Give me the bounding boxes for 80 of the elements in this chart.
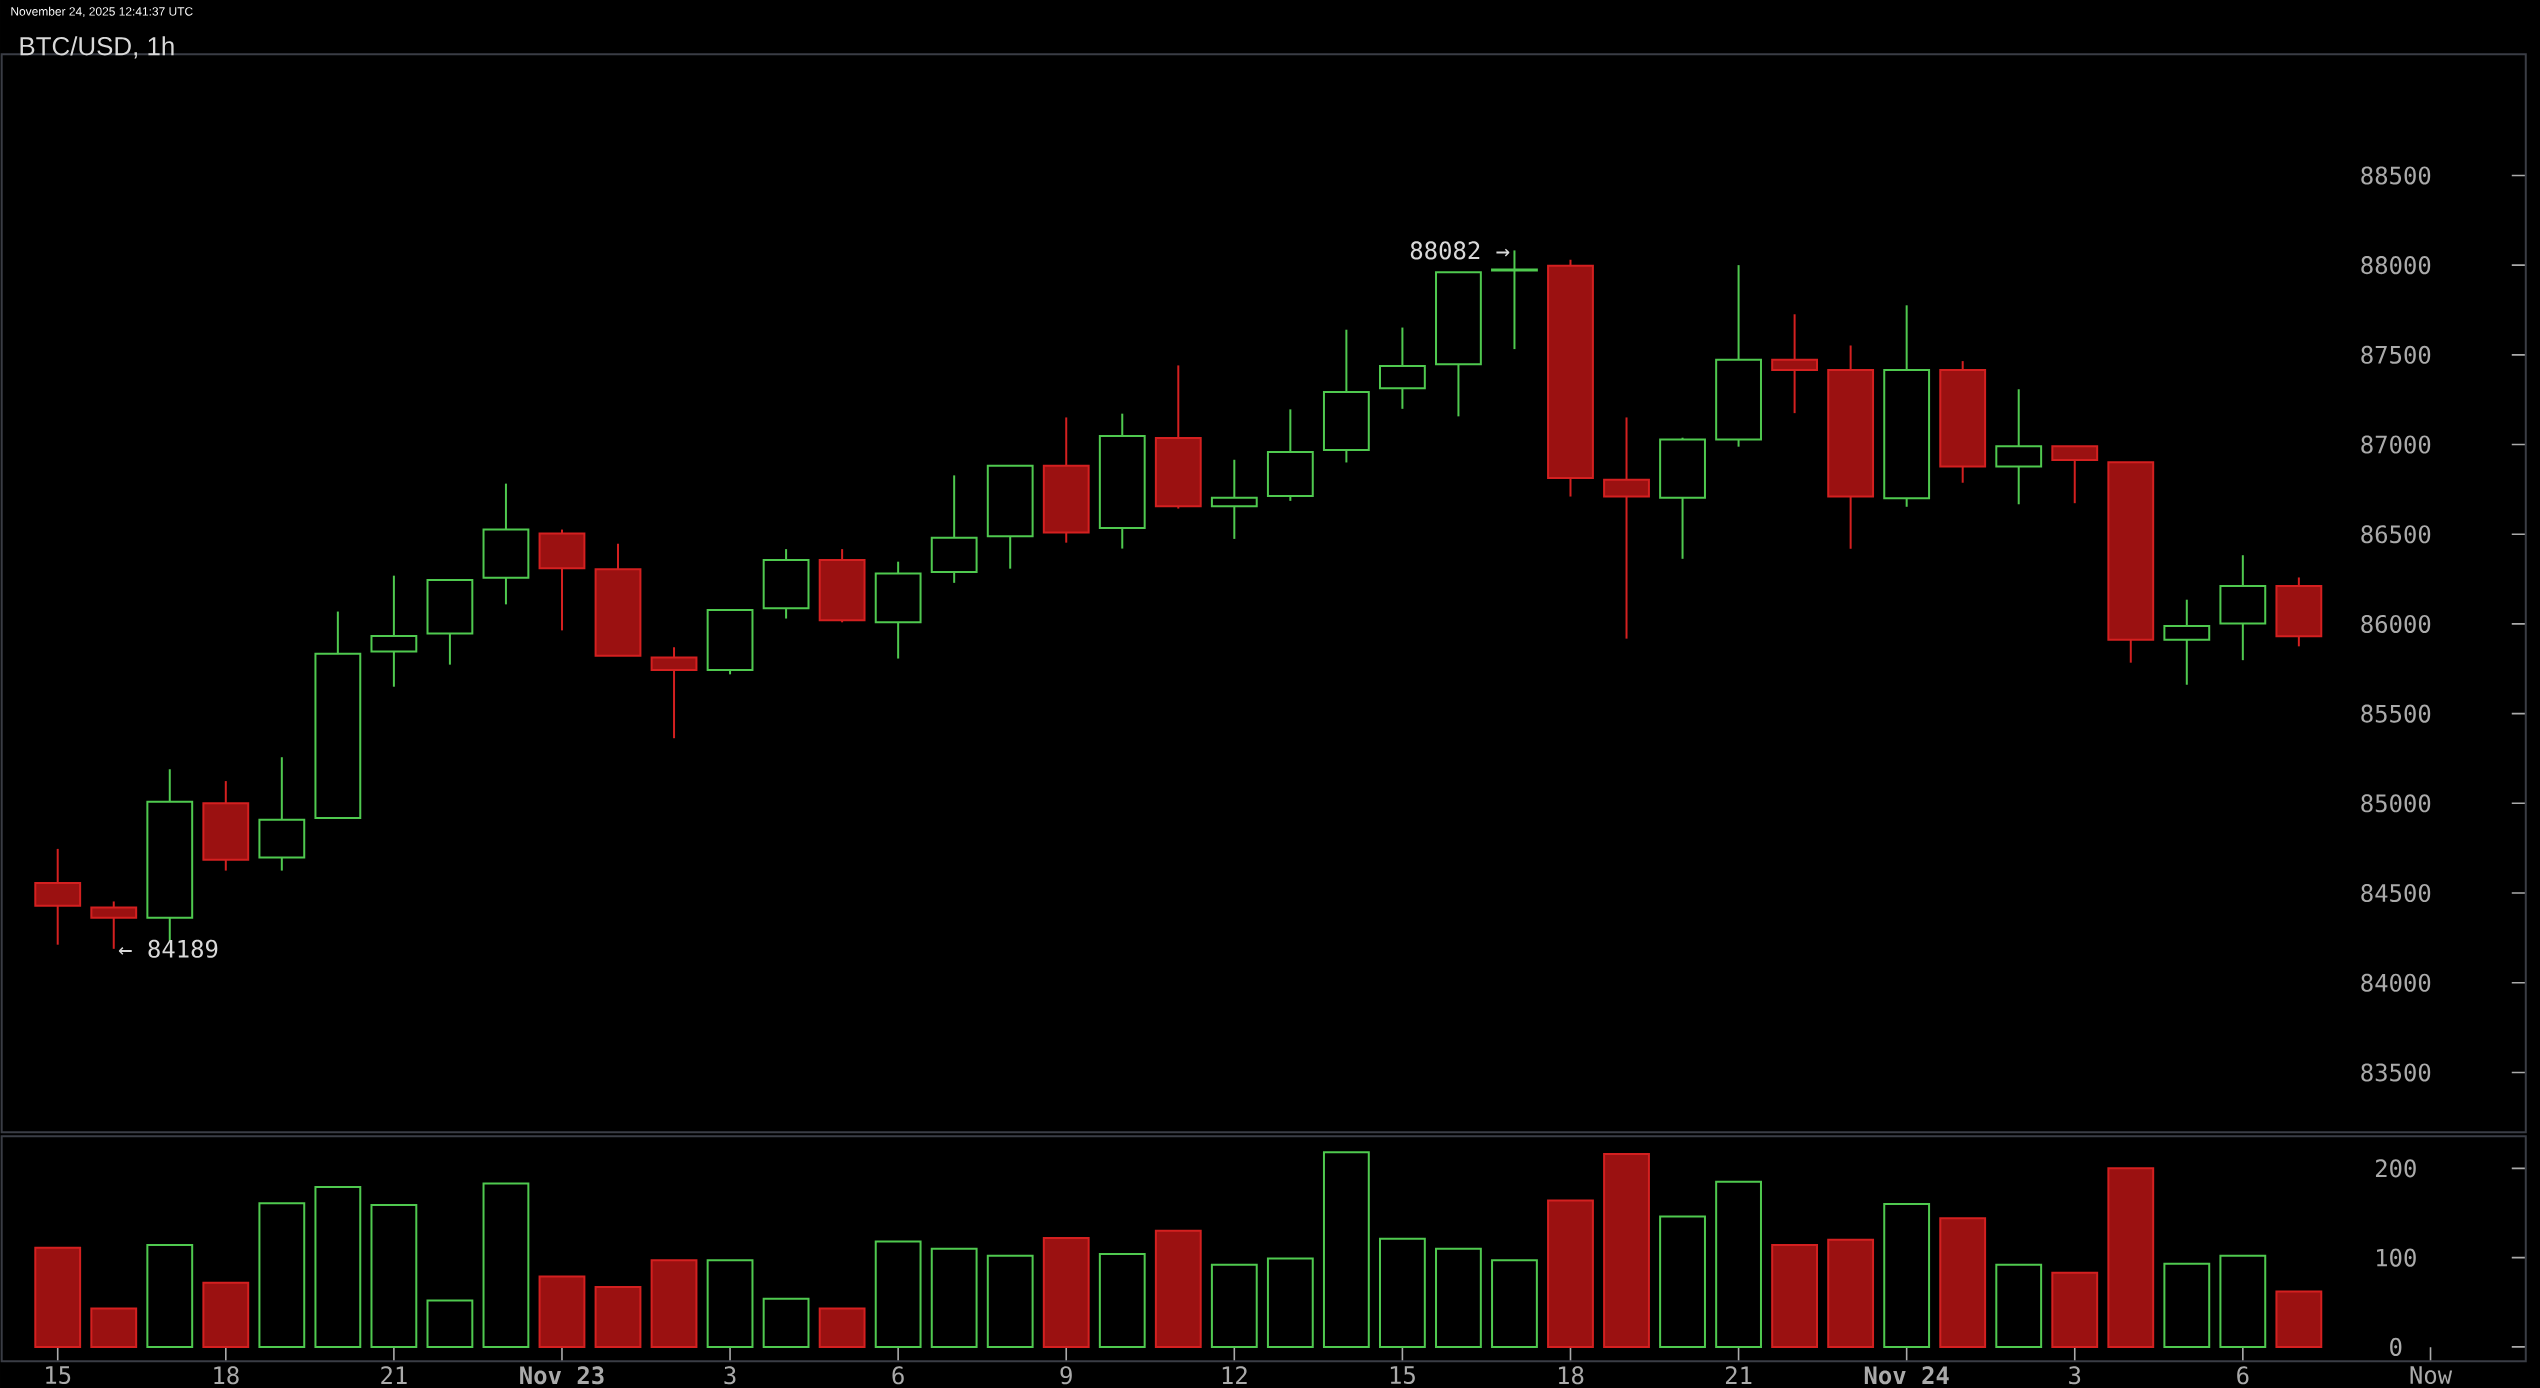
x-tick-label: 6 [2237, 1366, 2249, 1385]
text: November 24, 2025 12:41:37 UTC [11, 6, 193, 18]
bar [2219, 1254, 2267, 1348]
bar [986, 1254, 1034, 1348]
x-tick-label: 12 [1222, 1366, 1247, 1384]
y-tick-label: 86000 [2361, 614, 2431, 633]
x-tick-label: Nov 23 [520, 1366, 604, 1385]
bar [90, 1307, 138, 1348]
bar [2275, 1290, 2323, 1348]
candlestick [370, 574, 418, 688]
candlestick [1210, 458, 1258, 540]
bar [1042, 1236, 1090, 1348]
bar [594, 1286, 642, 1348]
candlestick [1603, 416, 1650, 640]
y-tick-label: 200 [2375, 1159, 2416, 1178]
candlestick [650, 646, 698, 740]
x-tick-label: 15 [1390, 1366, 1415, 1385]
bar [2107, 1167, 2155, 1348]
x-tick-label: 15 [46, 1366, 71, 1385]
bar [1659, 1215, 1706, 1348]
bar [1098, 1253, 1146, 1348]
bar [1995, 1263, 2043, 1348]
y-tick-label: 87000 [2361, 435, 2431, 454]
bar [1491, 1259, 1538, 1348]
bar [762, 1297, 810, 1348]
chart-title: BTC/USD, 1h [20, 36, 174, 59]
x-tick-label: 18 [1558, 1366, 1584, 1385]
bar [34, 1246, 82, 1348]
bar [202, 1281, 250, 1348]
bar [818, 1307, 866, 1348]
y-tick-label: 84000 [2361, 973, 2431, 992]
candlestick [1491, 249, 1538, 351]
bar [1154, 1229, 1202, 1348]
y-tick-label: 83500 [2361, 1063, 2431, 1082]
y-tick-label: 87500 [2361, 345, 2431, 364]
bar [146, 1244, 194, 1348]
bar [706, 1259, 754, 1348]
bar [1547, 1199, 1594, 1348]
bar [1435, 1247, 1482, 1348]
bar [1939, 1217, 1987, 1348]
bar [482, 1182, 530, 1348]
y-tick-label: 0 [2390, 1337, 2402, 1356]
bar [370, 1203, 418, 1348]
bar [1715, 1180, 1762, 1348]
bar [874, 1240, 922, 1348]
candlestick [1771, 313, 1819, 415]
bar [2051, 1271, 2099, 1348]
y-tick-label: 85000 [2361, 794, 2431, 813]
x-tick-label: 18 [214, 1366, 239, 1385]
bar [1266, 1257, 1314, 1348]
x-tick-label: 9 [1060, 1366, 1072, 1385]
bar [1771, 1244, 1819, 1348]
y-tick-label: 84500 [2361, 883, 2431, 903]
bar [650, 1259, 698, 1348]
bar [1883, 1203, 1931, 1348]
bar [1322, 1151, 1370, 1348]
bar [1827, 1238, 1875, 1348]
bar [426, 1299, 474, 1348]
bar [314, 1186, 362, 1348]
bar [1378, 1237, 1426, 1348]
y-tick-label: 88500 [2361, 166, 2431, 185]
y-tick-label: 86500 [2361, 525, 2431, 544]
x-tick-label: 3 [724, 1366, 736, 1385]
bar [538, 1275, 586, 1348]
bar [2163, 1262, 2211, 1348]
bar [930, 1247, 978, 1348]
x-tick-label: Nov 24 [1864, 1366, 1949, 1385]
annotation: 88082 → [1410, 241, 1510, 260]
x-tick-label: Now [2410, 1366, 2453, 1385]
x-tick-label: 21 [381, 1366, 407, 1384]
bar [1210, 1263, 1258, 1348]
x-tick-label: 21 [1725, 1366, 1752, 1384]
y-tick-label: 100 [2377, 1248, 2416, 1267]
y-tick-label: 88000 [2361, 256, 2431, 275]
x-tick-label: 6 [892, 1366, 904, 1385]
bar [1603, 1153, 1650, 1348]
bar [258, 1202, 306, 1348]
x-tick-label: 3 [2069, 1366, 2081, 1385]
y-tick-label: 85500 [2361, 704, 2431, 723]
annotation: ← 84189 [118, 939, 218, 958]
